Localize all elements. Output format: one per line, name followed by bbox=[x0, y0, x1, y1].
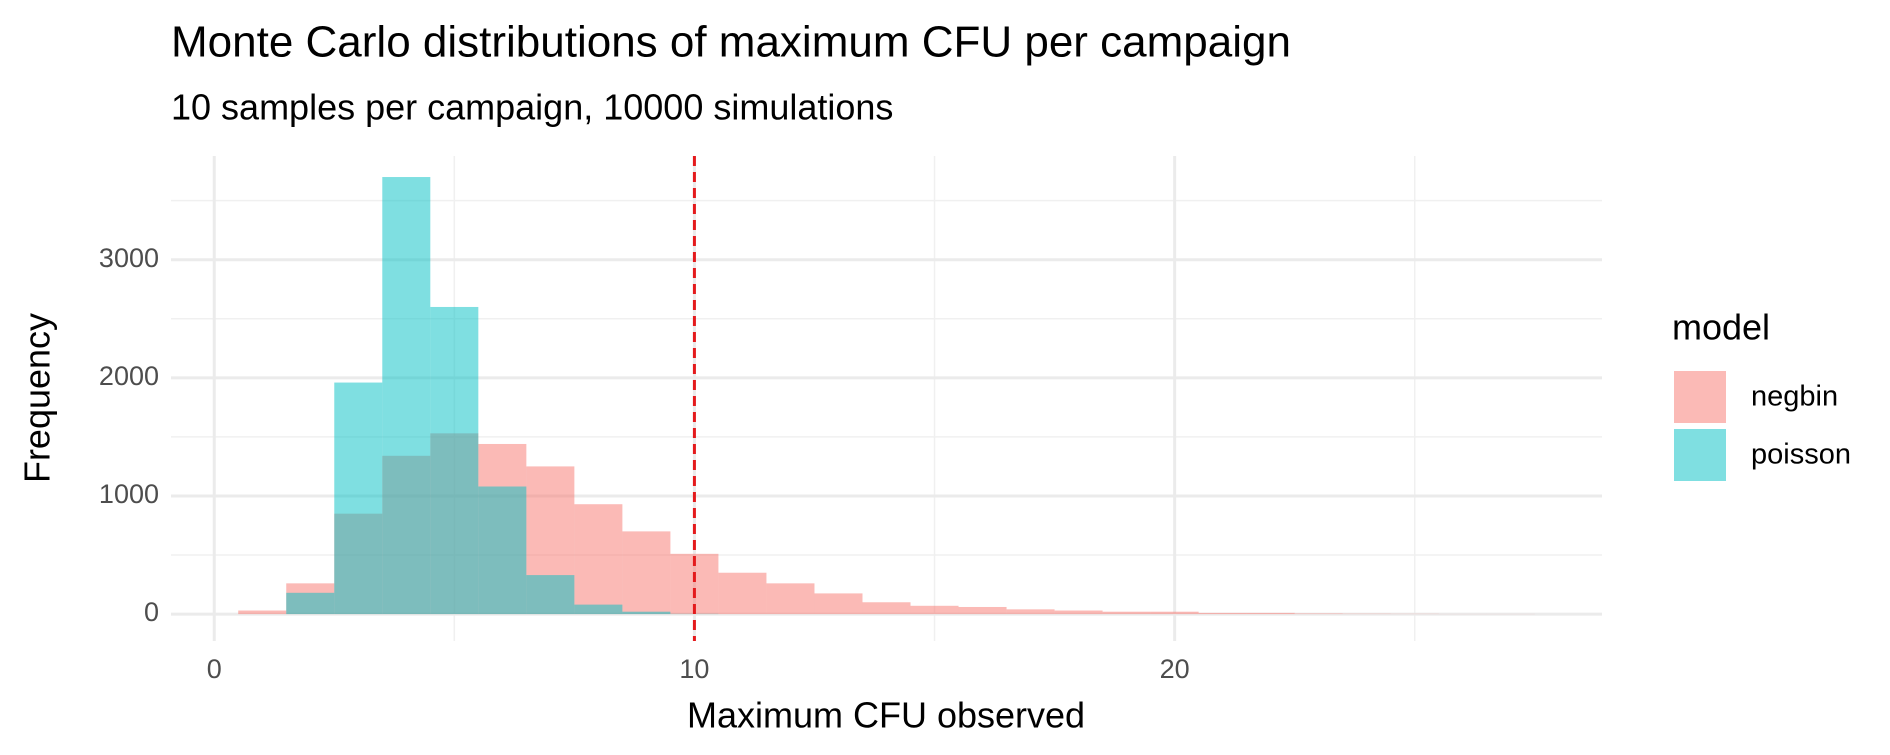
histogram-bar bbox=[574, 604, 623, 615]
y-tick-label: 3000 bbox=[99, 243, 159, 273]
legend-title: model bbox=[1672, 307, 1770, 348]
histogram-bar bbox=[238, 610, 287, 615]
legend-label: poisson bbox=[1751, 439, 1851, 471]
histogram-bar bbox=[382, 177, 431, 615]
x-axis-label: Maximum CFU observed bbox=[687, 695, 1085, 736]
histogram-bar bbox=[718, 572, 767, 615]
y-axis-label: Frequency bbox=[17, 313, 58, 483]
legend-label: negbin bbox=[1751, 381, 1838, 413]
legend-key bbox=[1674, 429, 1726, 481]
histogram-bar bbox=[1150, 611, 1199, 615]
histogram-bar bbox=[958, 606, 1007, 615]
histogram-bar bbox=[862, 602, 911, 615]
histogram-bar bbox=[574, 504, 623, 615]
histogram-bar bbox=[526, 575, 575, 615]
histogram-bar bbox=[1054, 610, 1103, 615]
legend-key bbox=[1674, 371, 1726, 423]
histogram-bar bbox=[814, 593, 863, 615]
y-tick-label: 0 bbox=[144, 597, 159, 627]
y-tick-label: 1000 bbox=[99, 479, 159, 509]
histogram-bar bbox=[622, 531, 671, 615]
histogram-bar bbox=[910, 605, 959, 615]
x-tick-label: 0 bbox=[207, 654, 222, 684]
histogram-bar bbox=[1198, 612, 1247, 615]
histogram-bar bbox=[478, 486, 527, 615]
histogram-bar bbox=[1102, 611, 1151, 615]
histogram-bar bbox=[1246, 612, 1295, 615]
chart-subtitle: 10 samples per campaign, 10000 simulatio… bbox=[171, 87, 893, 128]
histogram-bar bbox=[1006, 609, 1055, 615]
x-tick-label: 10 bbox=[679, 654, 709, 684]
histogram-bar bbox=[622, 611, 671, 615]
histogram-bar bbox=[430, 306, 479, 615]
histogram-bar bbox=[1294, 613, 1343, 615]
x-tick-label: 20 bbox=[1160, 654, 1190, 684]
histogram-bar bbox=[286, 592, 335, 615]
histogram-bar bbox=[334, 382, 383, 615]
y-tick-label: 2000 bbox=[99, 361, 159, 391]
histogram-bar bbox=[766, 583, 815, 615]
chart-title: Monte Carlo distributions of maximum CFU… bbox=[171, 18, 1291, 67]
